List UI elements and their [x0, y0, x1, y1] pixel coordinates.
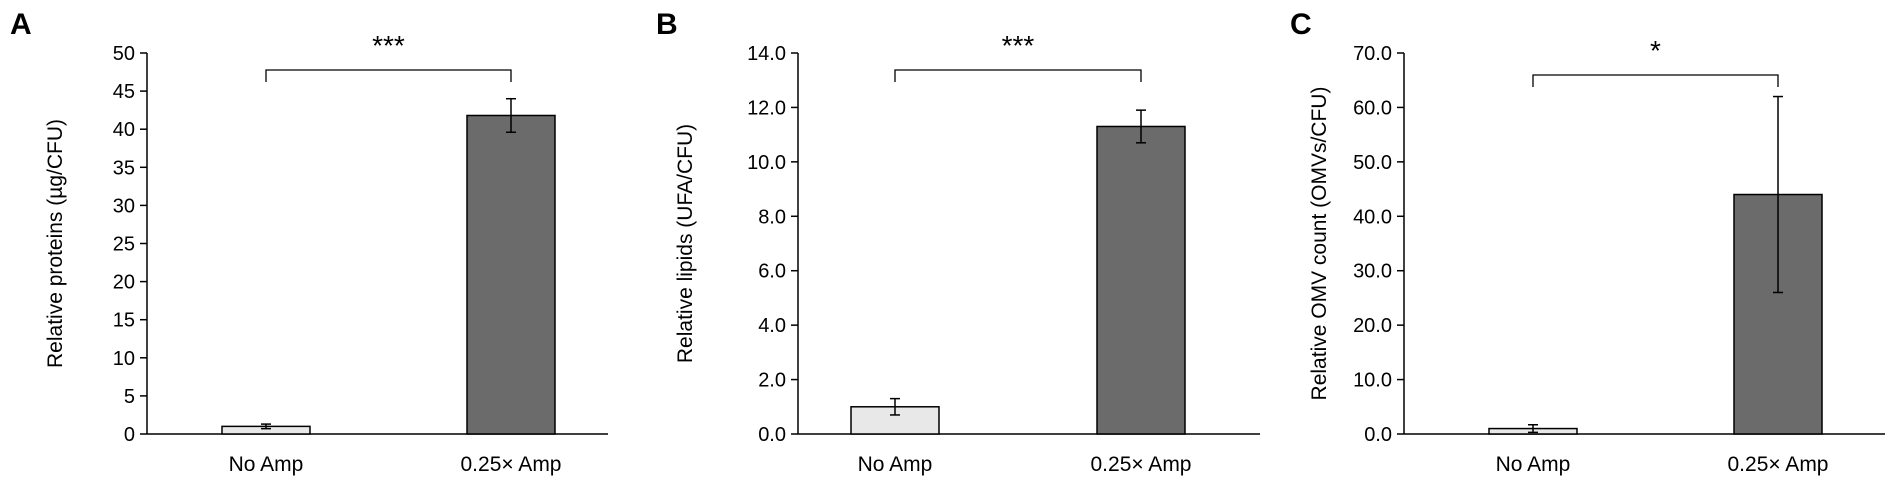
significance-bracket	[1532, 74, 1779, 87]
significance-bracket	[265, 69, 512, 82]
bar	[466, 114, 556, 435]
y-tick-label: 45	[113, 81, 135, 103]
y-tick-label: 30.0	[1353, 261, 1392, 283]
y-tick-label: 0.0	[1364, 424, 1392, 446]
category-label: 0.25× Amp	[1091, 453, 1192, 476]
category-label: No Amp	[858, 453, 933, 476]
category-label: 0.25× Amp	[1728, 453, 1829, 476]
panel-letter: A	[10, 8, 32, 41]
y-tick-label: 0	[124, 424, 135, 446]
y-tick-label: 20.0	[1353, 315, 1392, 337]
y-tick-label: 8.0	[758, 206, 786, 228]
y-tick-label: 0.0	[758, 424, 786, 446]
category-label: No Amp	[1496, 453, 1571, 476]
y-tick-label: 4.0	[758, 315, 786, 337]
panel-letter: C	[1290, 8, 1312, 41]
y-tick-label: 40	[113, 119, 135, 141]
significance-bracket	[894, 69, 1142, 82]
y-tick-label: 2.0	[758, 370, 786, 392]
y-tick-label: 15	[113, 310, 135, 332]
y-tick-label: 14.0	[747, 43, 786, 65]
y-tick-label: 10.0	[1353, 370, 1392, 392]
bar	[850, 406, 940, 435]
y-tick-label: 10	[113, 348, 135, 370]
chart-panel-b: B 0.0 2.0 4.0 6.0 8.0 10.0 12.0 14.0 Relative lip…	[656, 8, 1260, 476]
y-tick-label: 60.0	[1353, 97, 1392, 119]
y-tick-label: 25	[113, 234, 135, 256]
y-tick-label: 50	[113, 43, 135, 65]
y-tick-label: 35	[113, 157, 135, 179]
significance-marker: ***	[1002, 30, 1035, 61]
y-tick-label: 5	[124, 386, 135, 408]
significance-marker: ***	[372, 30, 405, 61]
y-tick-label: 12.0	[747, 97, 786, 119]
bar	[1096, 125, 1186, 435]
category-label: 0.25× Amp	[461, 453, 562, 476]
category-label: No Amp	[229, 453, 304, 476]
y-tick-label: 70.0	[1353, 43, 1392, 65]
y-axis-label: Relative proteins (µg/CFU)	[44, 119, 67, 368]
y-tick-label: 10.0	[747, 152, 786, 174]
y-tick-label: 6.0	[758, 261, 786, 283]
y-tick-label: 40.0	[1353, 206, 1392, 228]
significance-marker: *	[1650, 35, 1661, 66]
y-tick-label: 50.0	[1353, 152, 1392, 174]
y-axis-label: Relative lipids (UFA/CFU)	[674, 124, 697, 363]
panel-letter: B	[656, 8, 678, 41]
chart-panel-a: A 0 5 10 15 20 25 30 35 40 45 50 Relative proteins (…	[10, 8, 608, 476]
chart-panel-c: C 0.0 10.0 20.0 30.0 40.0 50.0 60.0 70.0 Relative…	[1290, 8, 1885, 476]
y-tick-label: 30	[113, 195, 135, 217]
y-axis-label: Relative OMV count (OMVs/CFU)	[1308, 87, 1331, 401]
y-tick-label: 20	[113, 272, 135, 294]
